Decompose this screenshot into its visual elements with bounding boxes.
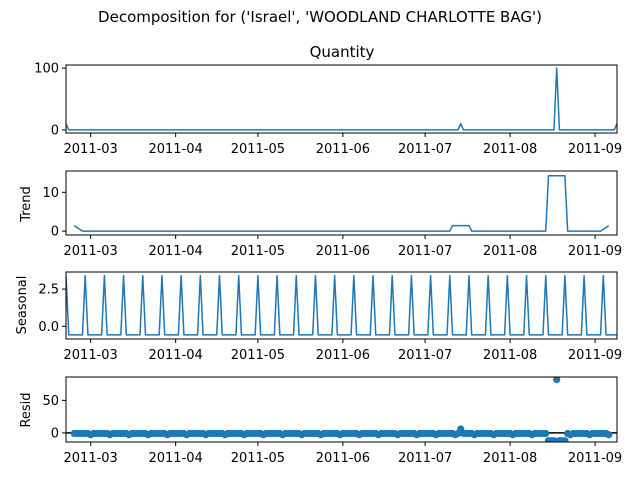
series-layer: [66, 377, 617, 442]
x-tick-label: 2011-09: [568, 451, 622, 466]
x-tick-label: 2011-05: [231, 451, 285, 466]
trend-ylabel: Trend: [19, 186, 34, 223]
x-tick-label: 2011-03: [64, 451, 118, 466]
x-tick-label: 2011-07: [398, 244, 452, 259]
quantity-panel: Quantity 0 100 2011-03 2011-04 2011-05 2011-0…: [34, 43, 622, 157]
series-layer: [66, 274, 617, 336]
axes-frame: [65, 376, 618, 443]
resid-point: [561, 437, 569, 442]
x-tick-label: 2011-08: [483, 451, 537, 466]
x-tick-label: 2011-06: [316, 244, 370, 259]
y-tick-label: 10: [42, 186, 59, 201]
seasonal-ylabel: Seasonal: [15, 276, 30, 335]
quantity-plot-area: 0 100 2011-03 2011-04 2011-05 2011-06 2011-07 2…: [34, 62, 622, 157]
y-tick-label: 0.0: [38, 320, 59, 335]
x-tick-label: 2011-08: [483, 348, 537, 363]
x-tick-label: 2011-04: [148, 142, 202, 157]
series-line: [66, 67, 617, 131]
series-layer: [66, 67, 617, 131]
x-tick-label: 2011-04: [148, 348, 202, 363]
axes-frame: [65, 271, 618, 340]
x-tick-label: 2011-08: [483, 142, 537, 157]
x-tick-label: 2011-07: [398, 142, 452, 157]
x-tick-label: 2011-04: [148, 244, 202, 259]
resid-point: [542, 429, 550, 438]
x-tick-label: 2011-07: [398, 451, 452, 466]
x-tick-label: 2011-08: [483, 244, 537, 259]
x-tick-label: 2011-06: [316, 348, 370, 363]
x-tick-label: 2011-06: [316, 451, 370, 466]
y-tick-label: 0: [51, 123, 59, 138]
x-tick-label: 2011-09: [568, 348, 622, 363]
trend-panel: Trend 0 10 2011-03 2011-04 2011-05 2011-06 201…: [19, 170, 622, 259]
resid-point: [550, 437, 558, 442]
quantity-panel-title: Quantity: [310, 43, 375, 61]
resid-plot-area: 0 50 2011-03 2011-04 2011-05 2011-06 2011-07 20…: [42, 376, 622, 466]
axes-frame: [65, 64, 618, 134]
x-tick-label: 2011-05: [231, 142, 285, 157]
seasonal-plot-area: 0.0 2.5 2011-03 2011-04 2011-05 2011-06 2011-0…: [38, 271, 622, 363]
series-layer: [73, 174, 610, 232]
x-tick-label: 2011-03: [64, 244, 118, 259]
x-tick-label: 2011-09: [568, 142, 622, 157]
y-tick-label: 0: [51, 225, 59, 240]
x-tick-label: 2011-03: [64, 142, 118, 157]
x-tick-label: 2011-04: [148, 451, 202, 466]
figure-suptitle: Decomposition for ('Israel', 'WOODLAND C…: [98, 8, 542, 26]
x-tick-label: 2011-05: [231, 348, 285, 363]
x-tick-label: 2011-03: [64, 348, 118, 363]
series-line: [66, 274, 617, 336]
y-tick-label: 0: [51, 426, 59, 441]
x-tick-label: 2011-09: [568, 244, 622, 259]
x-tick-label: 2011-07: [398, 348, 452, 363]
resid-point: [605, 431, 613, 439]
y-tick-label: 100: [34, 62, 59, 77]
resid-ylabel: Resid: [19, 392, 34, 427]
y-tick-label: 2.5: [38, 283, 59, 298]
resid-panel: Resid 0 50 2011-03 2011-04 2011-05 2011-06 201…: [19, 376, 622, 466]
x-tick-label: 2011-05: [231, 244, 285, 259]
y-tick-label: 50: [42, 394, 59, 409]
trend-plot-area: 0 10 2011-03 2011-04 2011-05 2011-06 2011-07 20…: [42, 170, 622, 259]
seasonal-panel: Seasonal 0.0 2.5 2011-03 2011-04 2011-05 2011…: [15, 271, 622, 363]
axes-frame: [65, 170, 618, 236]
x-tick-label: 2011-06: [316, 142, 370, 157]
series-line: [73, 174, 610, 232]
resid-point: [553, 377, 561, 384]
